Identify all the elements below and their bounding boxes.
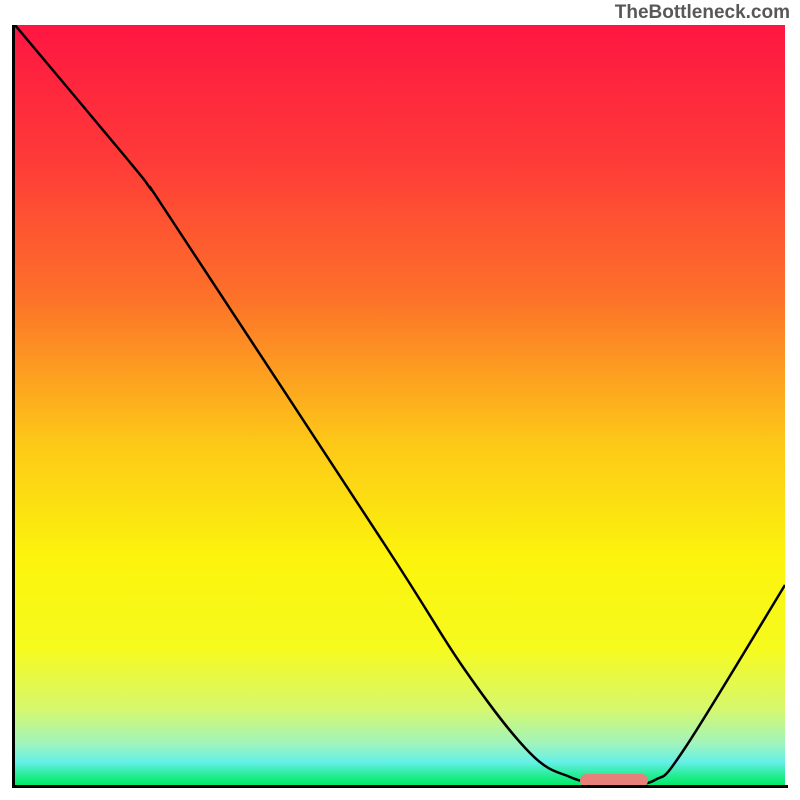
chart-container: TheBottleneck.com	[0, 0, 800, 800]
bottleneck-curve	[15, 25, 785, 785]
x-axis	[12, 785, 788, 788]
watermark-text: TheBottleneck.com	[615, 2, 790, 24]
optimal-marker	[580, 774, 648, 785]
y-axis	[12, 25, 15, 788]
plot-area	[15, 25, 785, 785]
